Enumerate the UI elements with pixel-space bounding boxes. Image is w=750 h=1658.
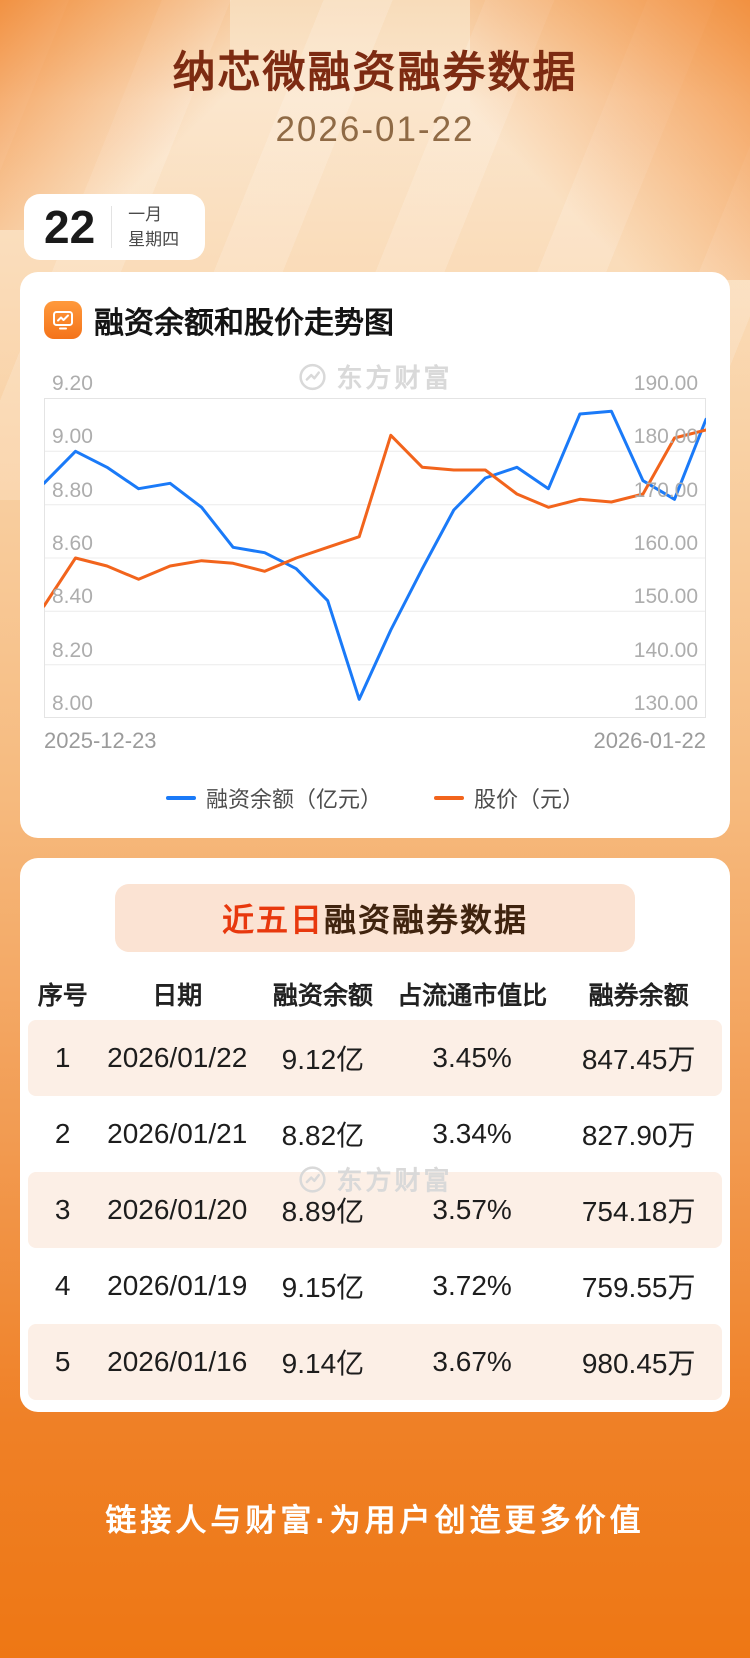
- eastmoney-logo-icon: [297, 362, 327, 392]
- table-cell: 827.90万: [581, 1120, 696, 1151]
- x-axis-end-label: 2026-01-22: [593, 728, 706, 753]
- chart-heading: 融资余额和股价走势图: [94, 307, 394, 340]
- legend-label: 融资余额（亿元）: [205, 787, 382, 812]
- chart-heading-row: 融资余额和股价走势图: [44, 298, 706, 342]
- table-cell: 9.15亿: [281, 1272, 365, 1303]
- date-weekday: 星期四: [128, 230, 180, 249]
- y-axis-label-left: 8.00: [52, 692, 93, 715]
- legend-item[interactable]: 融资余额（亿元）: [165, 782, 382, 814]
- table-cell: 1: [54, 1042, 71, 1073]
- table-cell: 3.45%: [432, 1042, 512, 1073]
- table-row: 4 2026/01/19 9.15亿 3.72% 759.55万: [28, 1248, 722, 1324]
- table-cell: 754.18万: [581, 1196, 696, 1227]
- column-header: 融券余额: [588, 982, 689, 1010]
- y-axis-label-right: 180.00: [633, 425, 698, 449]
- column-header: 序号: [37, 982, 88, 1010]
- date-card: 22 一月 星期四: [24, 194, 206, 260]
- y-axis-label-right: 190.00: [633, 372, 698, 395]
- page-title: 纳芯微融资融券数据: [172, 49, 578, 97]
- table-cell: 9.12亿: [281, 1044, 365, 1075]
- x-axis-start-label: 2025-12-23: [44, 728, 157, 753]
- y-axis-label-right: 160.00: [633, 532, 698, 555]
- table-cell: 3.67%: [432, 1346, 512, 1377]
- table-cell: 2: [54, 1118, 71, 1149]
- table-cell: 9.14亿: [281, 1348, 365, 1379]
- y-axis-label-left: 9.00: [52, 425, 93, 449]
- table-cell: 8.82亿: [281, 1120, 365, 1151]
- table-header-row: 序号 日期 融资余额 占流通市值比 融券余额: [28, 968, 722, 1020]
- table-cell: 2026/01/21: [107, 1118, 248, 1149]
- watermark-text: 东方财富: [336, 363, 453, 393]
- column-header: 日期: [152, 982, 203, 1010]
- table-title: 近五日融资融券数据: [115, 884, 635, 952]
- chart-card: 融资余额和股价走势图 东方财富 9.20 9.00 8.80 8.60 8.40 8.20…: [20, 272, 730, 838]
- table-cell: 4: [54, 1270, 71, 1301]
- y-axis-label-left: 8.80: [52, 478, 93, 502]
- footer-slogan: 链接人与财富·为用户创造更多价值: [105, 1503, 645, 1538]
- table-cell: 980.45万: [581, 1348, 696, 1379]
- column-header: 融资余额: [272, 982, 373, 1010]
- y-axis-label-right: 150.00: [633, 585, 698, 609]
- y-axis-label-right: 140.00: [633, 638, 698, 662]
- table-card: 近五日融资融券数据 东方财富 序号 日期 融资余额 占流通市值比 融券余额 1 2026/0…: [20, 858, 730, 1412]
- table-cell: 2026/01/22: [107, 1042, 248, 1073]
- chart-icon: [44, 301, 82, 339]
- column-header: 占流通市值比: [397, 982, 548, 1010]
- legend-label: 股价（元）: [474, 787, 585, 812]
- table-cell: 3: [54, 1194, 71, 1225]
- table-cell: 2026/01/19: [107, 1270, 248, 1301]
- table-row: 1 2026/01/22 9.12亿 3.45% 847.45万: [28, 1020, 722, 1096]
- table-row: 5 2026/01/16 9.14亿 3.67% 980.45万: [28, 1324, 722, 1400]
- table-cell: 3.72%: [432, 1270, 512, 1301]
- table-cell: 8.89亿: [281, 1196, 365, 1227]
- table-cell: 3.57%: [432, 1194, 512, 1225]
- date-month: 一月: [128, 204, 163, 224]
- x-axis-labels: 2025-12-23 2026-01-22: [44, 728, 706, 754]
- table-cell: 847.45万: [581, 1044, 696, 1075]
- table-row: 2 2026/01/21 8.82亿 3.34% 827.90万: [28, 1096, 722, 1172]
- legend-marker: [434, 796, 464, 800]
- table-cell: 5: [54, 1346, 71, 1377]
- table-title-highlight: 近五日: [221, 902, 324, 938]
- chart-svg: [44, 398, 706, 718]
- y-axis-label-left: 8.40: [52, 585, 93, 609]
- y-axis-label-left: 9.20: [52, 372, 93, 395]
- legend-marker: [165, 796, 196, 800]
- date-divider: [111, 206, 113, 248]
- table-title-rest: 融资融券数据: [324, 902, 529, 938]
- y-axis-label-right: 170.00: [633, 478, 698, 502]
- legend-item[interactable]: 股价（元）: [434, 782, 584, 814]
- y-axis-label-left: 8.20: [52, 638, 93, 662]
- date-day: 22: [44, 201, 96, 253]
- data-table: 序号 日期 融资余额 占流通市值比 融券余额 1 2026/01/22 9.12亿 3.45% 8…: [28, 968, 722, 1400]
- line-chart: 9.20 9.00 8.80 8.60 8.40 8.20 8.00 190.00 180.00…: [44, 372, 706, 718]
- table-row: 3 2026/01/20 8.89亿 3.57% 754.18万: [28, 1172, 722, 1248]
- chart-legend: 融资余额（亿元） 股价（元）: [44, 782, 706, 814]
- table-cell: 2026/01/20: [107, 1194, 248, 1225]
- table-cell: 759.55万: [581, 1272, 696, 1303]
- header-date: 2026-01-22: [275, 110, 475, 149]
- table-cell: 3.34%: [432, 1118, 512, 1149]
- y-axis-label-left: 8.60: [52, 532, 93, 555]
- y-axis-label-right: 130.00: [633, 692, 698, 715]
- watermark: 东方财富: [297, 358, 452, 395]
- chart-area: 东方财富 9.20 9.00 8.80 8.60 8.40 8.20 8.00 190.00 1…: [44, 363, 706, 814]
- table-cell: 2026/01/16: [107, 1346, 248, 1377]
